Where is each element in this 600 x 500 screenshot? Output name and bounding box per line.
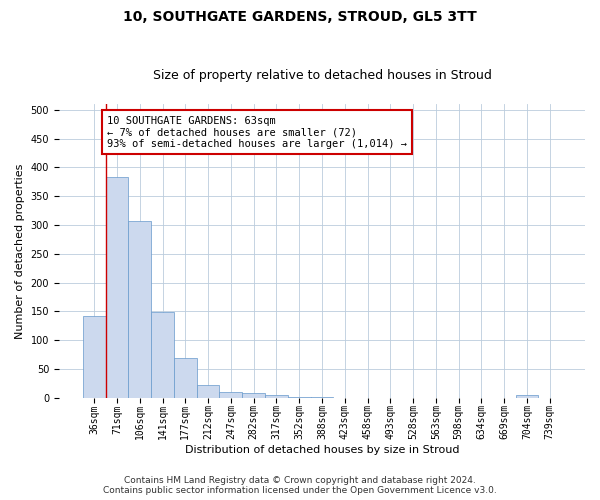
Bar bbox=[515, 395, 538, 398]
Bar bbox=[265, 395, 288, 398]
Bar bbox=[242, 393, 265, 398]
Y-axis label: Number of detached properties: Number of detached properties bbox=[15, 164, 25, 338]
Bar bbox=[83, 316, 106, 398]
Text: 10 SOUTHGATE GARDENS: 63sqm
← 7% of detached houses are smaller (72)
93% of semi: 10 SOUTHGATE GARDENS: 63sqm ← 7% of deta… bbox=[107, 116, 407, 148]
Text: Contains HM Land Registry data © Crown copyright and database right 2024.
Contai: Contains HM Land Registry data © Crown c… bbox=[103, 476, 497, 495]
Bar bbox=[220, 392, 242, 398]
Bar bbox=[128, 221, 151, 398]
Bar bbox=[174, 358, 197, 398]
Bar bbox=[151, 312, 174, 398]
Text: 10, SOUTHGATE GARDENS, STROUD, GL5 3TT: 10, SOUTHGATE GARDENS, STROUD, GL5 3TT bbox=[123, 10, 477, 24]
Bar bbox=[197, 386, 220, 398]
X-axis label: Distribution of detached houses by size in Stroud: Distribution of detached houses by size … bbox=[185, 445, 459, 455]
Bar bbox=[106, 177, 128, 398]
Title: Size of property relative to detached houses in Stroud: Size of property relative to detached ho… bbox=[152, 69, 491, 82]
